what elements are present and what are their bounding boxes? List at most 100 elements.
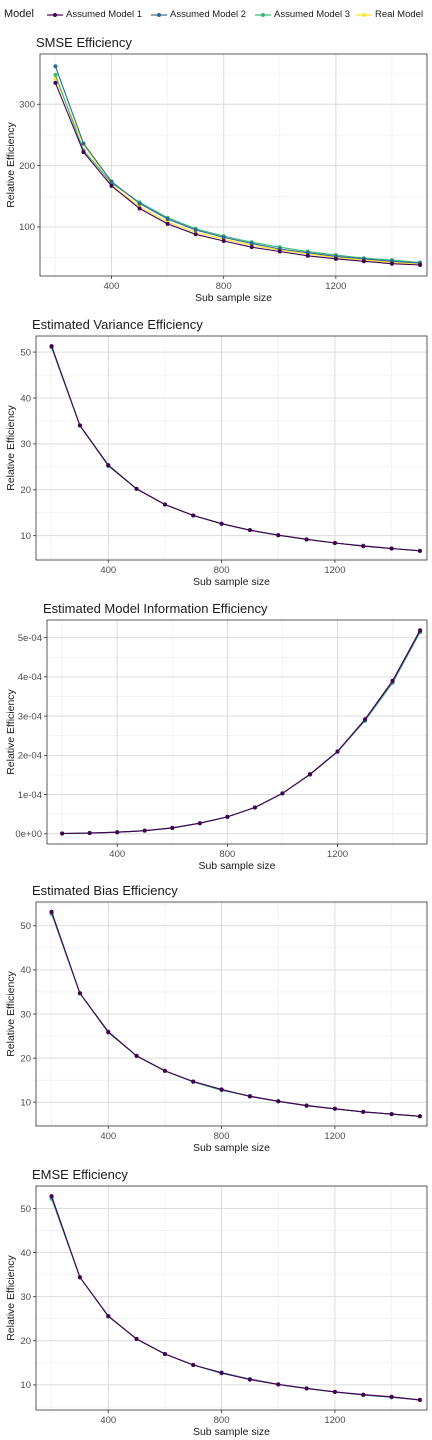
chart-estimated-variance-efficiency: Estimated Variance Efficiency 400 800 1200 1… bbox=[5, 317, 428, 588]
chart-title: Estimated Bias Efficiency bbox=[32, 883, 178, 898]
series-line-assumed-model-1 bbox=[51, 345, 420, 552]
series-assumed-model-1 bbox=[53, 80, 422, 267]
y-tick-label: 50 bbox=[20, 1204, 31, 1215]
data-point bbox=[77, 423, 82, 428]
series-line-assumed-model-1 bbox=[54, 82, 421, 266]
chart-estimated-model-information-efficiency: Estimated Model Information Efficiency 40… bbox=[5, 601, 428, 872]
legend-key-assumed-model-1 bbox=[47, 13, 63, 17]
data-point bbox=[417, 1114, 422, 1119]
data-point bbox=[197, 821, 202, 826]
data-point bbox=[162, 1352, 167, 1356]
y-axis-label: Relative Efficiency bbox=[5, 404, 17, 490]
data-point bbox=[304, 537, 309, 542]
x-tick-label: 400 bbox=[104, 281, 120, 292]
chart-emse-efficiency: EMSE Efficiency 400 800 1200 10 20 30 40 50 Sub s… bbox=[5, 1167, 428, 1438]
legend: Model Assumed Model 1 Assumed Model 2 As… bbox=[0, 0, 432, 30]
legend-key-assumed-model-3 bbox=[255, 13, 271, 17]
data-point bbox=[193, 228, 198, 233]
data-point bbox=[389, 261, 394, 266]
legend-label-assumed-model-2: Assumed Model 2 bbox=[170, 9, 247, 20]
series-assumed-model-1 bbox=[60, 628, 423, 836]
chart-title: Estimated Variance Efficiency bbox=[32, 317, 203, 332]
data-point bbox=[276, 1382, 281, 1387]
chart-estimated-bias-efficiency: Estimated Bias Efficiency 400 800 1200 10 20 3… bbox=[5, 883, 428, 1154]
data-point bbox=[106, 1030, 111, 1035]
x-tick-label: 800 bbox=[214, 1415, 230, 1426]
series-line-assumed-model-1 bbox=[51, 911, 420, 1117]
chart-title: SMSE Efficiency bbox=[36, 35, 132, 50]
data-point bbox=[247, 1377, 252, 1382]
data-point bbox=[49, 344, 54, 349]
y-axis-label: Relative Efficiency bbox=[5, 121, 17, 207]
y-tick-label: 50 bbox=[20, 347, 31, 358]
data-point bbox=[221, 235, 226, 240]
data-point bbox=[417, 262, 422, 267]
data-point bbox=[165, 216, 170, 221]
legend-title: Model bbox=[4, 8, 34, 20]
data-point bbox=[106, 1314, 111, 1319]
data-point bbox=[219, 1370, 224, 1375]
plot-border bbox=[46, 619, 428, 845]
data-point bbox=[77, 991, 82, 996]
data-point bbox=[335, 749, 340, 754]
data-point bbox=[53, 80, 58, 85]
data-point bbox=[53, 72, 58, 77]
y-tick-label: 100 bbox=[19, 222, 35, 233]
x-tick-label: 1200 bbox=[324, 565, 345, 576]
data-point bbox=[115, 830, 120, 835]
data-point bbox=[134, 1337, 139, 1342]
y-tick-label: 20 bbox=[20, 1336, 31, 1347]
data-point bbox=[389, 1112, 394, 1117]
data-point bbox=[390, 678, 395, 683]
x-axis-label: Sub sample size bbox=[193, 576, 270, 588]
x-tick-label: 400 bbox=[100, 1415, 116, 1426]
data-point bbox=[247, 528, 252, 533]
data-point bbox=[307, 772, 312, 777]
plot-border bbox=[35, 901, 428, 1127]
x-tick-label: 400 bbox=[100, 565, 116, 576]
y-tick-label: 30 bbox=[20, 1292, 31, 1303]
data-point bbox=[252, 805, 257, 810]
x-tick-label: 1200 bbox=[327, 849, 348, 860]
data-point bbox=[134, 486, 139, 491]
x-tick-label: 1200 bbox=[325, 281, 346, 292]
y-tick-label: 200 bbox=[19, 161, 35, 172]
data-point bbox=[81, 150, 86, 155]
y-tick-label: 3e-04 bbox=[18, 711, 42, 722]
x-tick-label: 800 bbox=[219, 849, 235, 860]
legend-key-real-model bbox=[356, 13, 372, 17]
y-tick-label: 4e-04 bbox=[18, 672, 42, 683]
data-point bbox=[361, 544, 366, 549]
data-point bbox=[142, 828, 147, 833]
y-tick-label: 50 bbox=[20, 921, 31, 932]
x-axis-label: Sub sample size bbox=[193, 1142, 270, 1154]
data-point bbox=[361, 1109, 366, 1114]
x-axis-label: Sub sample size bbox=[198, 860, 275, 872]
y-tick-label: 40 bbox=[20, 1248, 31, 1259]
series-line-assumed-model-1 bbox=[62, 629, 421, 835]
chart-smse-efficiency: SMSE Efficiency 400 800 1200 100 200 300 Sub sa… bbox=[5, 35, 428, 304]
data-point bbox=[332, 541, 337, 546]
data-point bbox=[162, 1068, 167, 1073]
data-point bbox=[106, 463, 111, 468]
plot-border bbox=[39, 53, 428, 277]
x-tick-label: 1200 bbox=[324, 1415, 345, 1426]
data-point bbox=[221, 239, 226, 244]
data-point bbox=[333, 256, 338, 261]
series-line-assumed-model-1 bbox=[51, 1195, 420, 1401]
data-point bbox=[417, 548, 422, 553]
x-tick-label: 800 bbox=[214, 565, 230, 576]
plot-panel bbox=[36, 336, 427, 560]
chart-title: EMSE Efficiency bbox=[32, 1167, 128, 1182]
data-point bbox=[134, 1053, 139, 1058]
data-point bbox=[191, 1079, 196, 1084]
series-line-assumed-model-3 bbox=[54, 74, 421, 264]
data-point bbox=[137, 201, 142, 206]
data-point bbox=[225, 814, 230, 819]
data-point bbox=[305, 253, 310, 258]
plot-panel bbox=[36, 1186, 427, 1410]
x-axis-label: Sub sample size bbox=[193, 1426, 270, 1438]
x-tick-label: 400 bbox=[109, 849, 125, 860]
data-point bbox=[60, 831, 65, 836]
data-point bbox=[332, 1389, 337, 1394]
